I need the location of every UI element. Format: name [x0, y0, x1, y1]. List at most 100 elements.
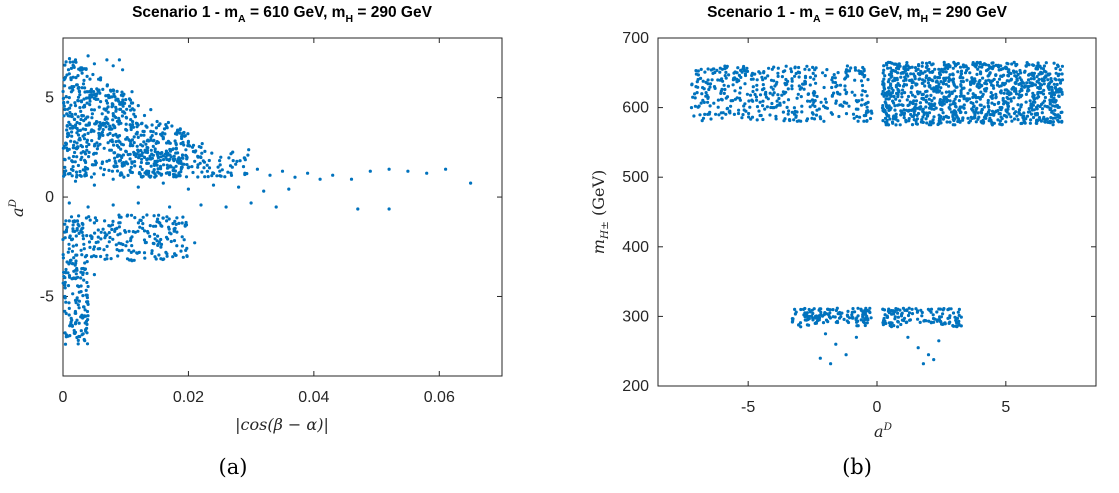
scatter-point — [185, 157, 189, 161]
scatter-point — [780, 75, 785, 79]
scatter-point — [926, 353, 931, 357]
scatter-point — [180, 134, 184, 139]
scatter-point — [117, 116, 121, 120]
scatter-point — [893, 315, 897, 319]
scatter-point — [76, 99, 80, 103]
scatter-point — [690, 82, 694, 86]
scatter-point — [914, 102, 918, 106]
scatter-point — [822, 119, 826, 123]
scatter-point — [143, 256, 147, 260]
scatter-point — [70, 237, 75, 241]
scatter-point — [978, 96, 982, 100]
scatter-point — [224, 205, 228, 209]
scatter-point — [165, 215, 169, 219]
scatter-point — [978, 103, 982, 107]
scatter-point — [66, 68, 71, 72]
scatter-point — [101, 227, 105, 231]
scatter-point — [149, 108, 153, 112]
scatter-point — [105, 83, 109, 87]
panel-a-title: Scenario 1 - mA = 610 GeV, mH = 290 GeV — [132, 4, 432, 25]
scatter-point — [1042, 78, 1046, 83]
scatter-point — [133, 230, 137, 234]
scatter-point — [969, 80, 973, 84]
scatter-point — [156, 167, 160, 171]
scatter-point — [797, 75, 801, 79]
scatter-point — [75, 227, 79, 231]
scatter-point — [844, 353, 848, 357]
scatter-point — [135, 251, 139, 255]
scatter-point — [136, 135, 140, 139]
scatter-point — [82, 119, 86, 123]
y-tick-label: 200 — [622, 378, 649, 395]
scatter-point — [856, 119, 860, 123]
scatter-point — [805, 117, 810, 121]
panel-b-ylabel-unit: (GeV) — [589, 170, 608, 221]
scatter-point — [162, 257, 166, 261]
scatter-point — [73, 160, 77, 164]
scatter-point — [72, 256, 76, 260]
scatter-point — [694, 69, 698, 73]
scatter-point — [933, 67, 937, 71]
scatter-point — [136, 229, 140, 233]
scatter-point — [706, 67, 710, 71]
scatter-point — [140, 157, 144, 161]
scatter-point — [963, 71, 968, 75]
scatter-point — [896, 325, 900, 329]
scatter-point — [945, 120, 949, 124]
scatter-point — [835, 319, 840, 323]
scatter-point — [148, 154, 152, 158]
scatter-point — [67, 301, 71, 305]
scatter-point — [186, 187, 190, 191]
scatter-point — [853, 68, 858, 72]
scatter-point — [793, 65, 797, 69]
scatter-point — [986, 101, 990, 105]
scatter-point — [102, 167, 106, 172]
scatter-point — [63, 63, 67, 67]
scatter-point — [150, 123, 154, 127]
scatter-point — [755, 105, 760, 109]
title-part: Scenario 1 - m — [132, 4, 238, 21]
scatter-point — [129, 125, 133, 129]
scatter-point — [914, 122, 918, 126]
scatter-point — [210, 151, 214, 155]
scatter-point — [996, 65, 1001, 69]
scatter-point — [72, 219, 77, 223]
scatter-point — [1019, 121, 1023, 126]
scatter-point — [894, 85, 899, 89]
scatter-point — [754, 95, 759, 99]
scatter-point — [90, 112, 94, 116]
scatter-point — [99, 230, 103, 234]
scatter-point — [100, 122, 104, 126]
scatter-point — [894, 308, 899, 312]
scatter-point — [146, 146, 150, 150]
scatter-point — [89, 175, 94, 179]
scatter-point — [906, 335, 910, 339]
scatter-point — [71, 292, 75, 296]
scatter-point — [110, 169, 114, 173]
scatter-point — [853, 310, 857, 314]
scatter-point — [934, 88, 938, 92]
scatter-point — [1017, 110, 1021, 114]
scatter-point — [81, 316, 85, 320]
scatter-point — [70, 130, 74, 134]
scatter-point — [199, 155, 203, 160]
scatter-point — [892, 114, 896, 118]
scatter-point — [87, 96, 91, 100]
scatter-point — [1052, 97, 1056, 101]
scatter-point — [998, 90, 1003, 94]
scatter-point — [216, 165, 220, 169]
scatter-point — [859, 79, 864, 83]
scatter-point — [703, 70, 707, 74]
scatter-point — [139, 122, 144, 126]
scatter-point — [902, 79, 906, 83]
scatter-point — [76, 342, 80, 346]
scatter-point — [92, 221, 96, 225]
scatter-point — [904, 63, 909, 67]
scatter-point — [74, 311, 78, 315]
scatter-point — [761, 104, 765, 108]
scatter-point — [77, 306, 81, 310]
scatter-point — [701, 79, 705, 83]
scatter-point — [815, 316, 820, 320]
scatter-point — [203, 175, 207, 179]
